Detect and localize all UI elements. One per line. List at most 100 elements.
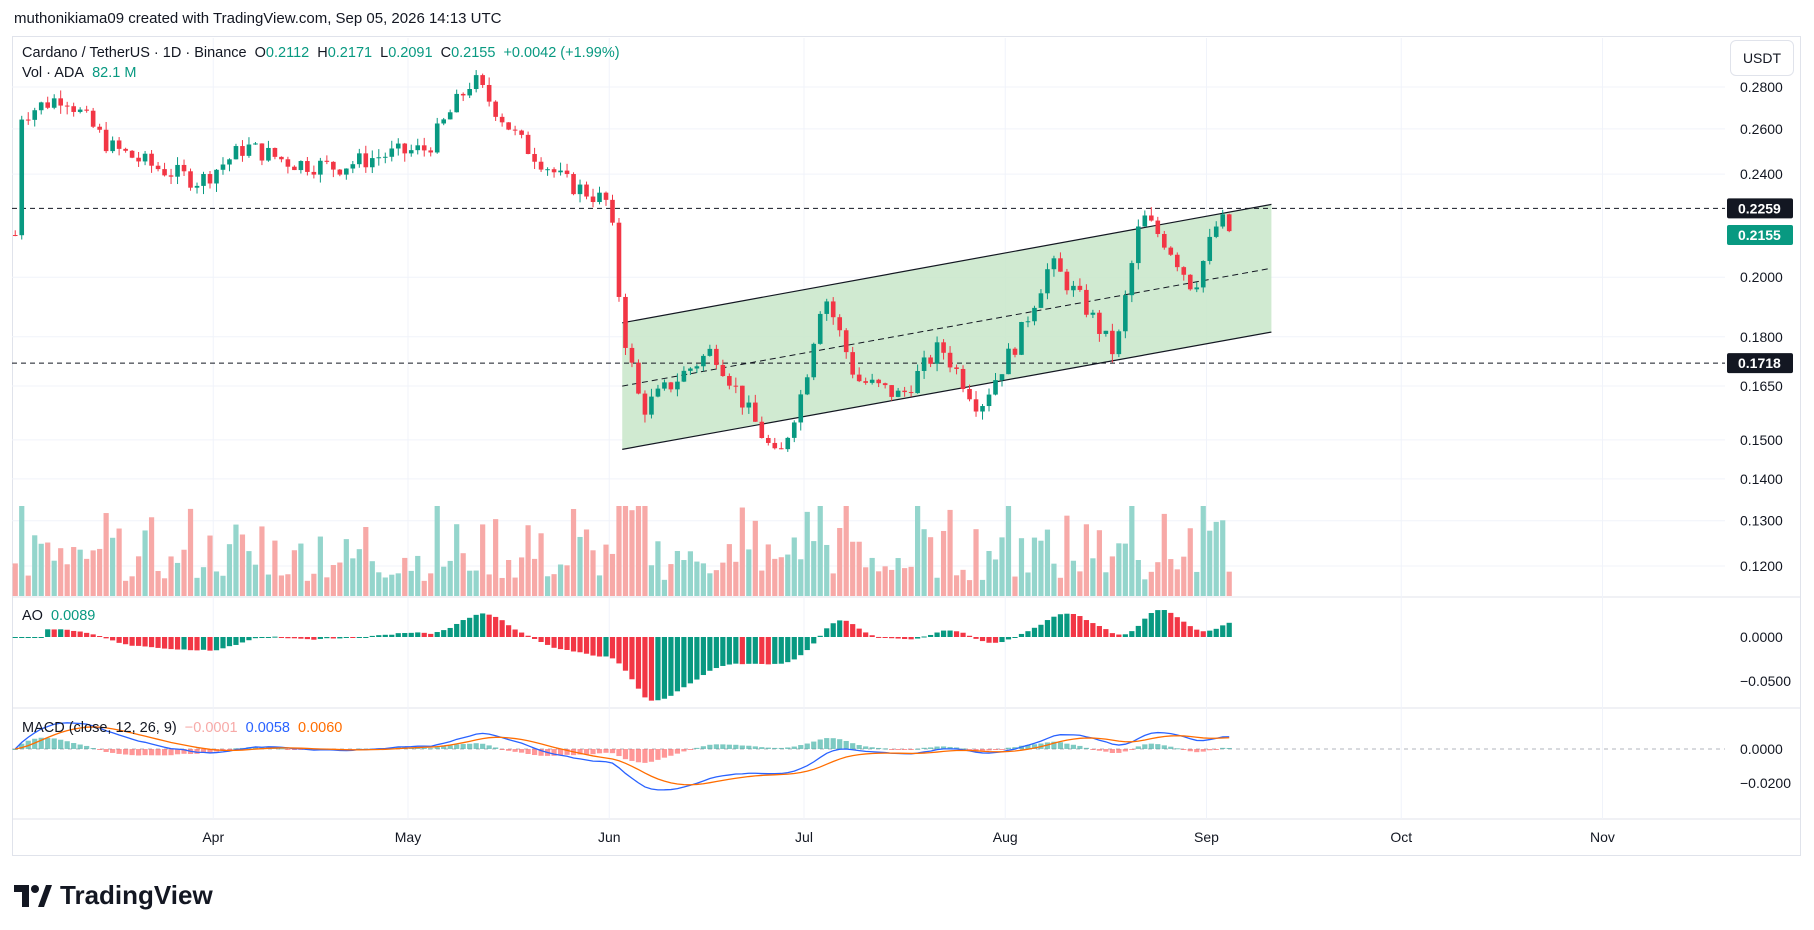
macd-hist-bar <box>116 749 122 754</box>
macd-hist-bar <box>19 743 25 749</box>
volume-bar <box>1031 537 1038 596</box>
volume-bar <box>889 569 895 596</box>
candle-body <box>12 235 18 237</box>
volume-bar <box>155 571 161 596</box>
candle-body <box>636 362 641 394</box>
candle-body <box>506 122 511 130</box>
ao-bar <box>428 633 434 637</box>
ao-bar <box>940 630 947 637</box>
candle-body <box>571 174 576 195</box>
candle-body <box>344 168 349 175</box>
candle-body <box>564 170 570 175</box>
candle-body <box>1116 331 1122 355</box>
macd-label[interactable]: MACD (close, 12, 26, 9) <box>22 720 177 736</box>
candle-body <box>1051 258 1057 270</box>
volume-bar <box>1161 513 1167 596</box>
candle-body <box>460 93 466 96</box>
volume-bar <box>746 549 752 596</box>
ao-bar <box>376 635 382 637</box>
macd-hist-bar <box>778 747 784 749</box>
volume-bar <box>927 537 934 596</box>
volume-bar <box>220 575 226 596</box>
ao-bar <box>1051 616 1057 637</box>
volume-bar <box>84 558 90 596</box>
ao-bar <box>759 637 765 664</box>
currency-badge[interactable]: USDT <box>1730 40 1794 76</box>
candle-body <box>188 171 193 188</box>
macd-hist-bar <box>921 747 927 749</box>
volume-bar <box>791 537 797 596</box>
ao-bar <box>817 635 823 637</box>
macd-hist-bar <box>1226 747 1232 749</box>
price-tag-bg <box>1727 353 1793 374</box>
main-legend: Cardano / TetherUS · 1D · Binance O0.211… <box>22 45 624 61</box>
ao-bar <box>252 637 259 639</box>
volume-bar <box>1038 540 1044 596</box>
ao-bar <box>181 637 187 650</box>
candle-body <box>382 156 388 158</box>
macd-hist-bar <box>1077 745 1083 749</box>
candle-body <box>38 102 44 111</box>
volume-bar <box>434 506 440 596</box>
candle-body <box>928 357 933 364</box>
macd-hist-bar <box>1194 749 1200 753</box>
volume-bar <box>161 578 168 596</box>
candle-body <box>960 368 966 389</box>
ao-bar <box>129 637 135 646</box>
price-tick-label: 0.1200 <box>1740 558 1783 574</box>
volume-bar <box>1064 515 1070 596</box>
ao-bar <box>272 636 278 638</box>
volume-bar <box>843 506 849 596</box>
volume-bar <box>992 559 999 596</box>
candle-body <box>428 150 434 153</box>
candle-body <box>311 171 317 175</box>
volume-bar <box>590 550 596 596</box>
ao-bar <box>148 637 155 648</box>
volume-bar <box>609 553 616 596</box>
volume-bar <box>1142 579 1148 596</box>
candle-body <box>895 390 901 397</box>
volume-bar <box>577 536 583 596</box>
symbol-title[interactable]: Cardano / TetherUS · 1D · Binance <box>22 45 247 61</box>
macd-hist-bar <box>77 744 83 749</box>
ao-bar <box>1142 618 1148 637</box>
ao-label[interactable]: AO <box>22 608 43 624</box>
ao-bar <box>1226 622 1232 637</box>
volume-bar <box>304 580 310 596</box>
candle-body <box>305 161 310 172</box>
volume-bar <box>713 570 719 596</box>
candle-body <box>791 422 797 438</box>
price-tag-label: 0.2259 <box>1738 200 1781 216</box>
candle-body <box>1207 236 1213 261</box>
macd-hist-bar <box>927 747 934 749</box>
ao-bar <box>32 637 38 638</box>
candle-body <box>1012 348 1018 355</box>
candle-body <box>1025 321 1031 323</box>
macd-hist-bar <box>661 749 668 758</box>
volume-bar <box>259 526 265 596</box>
macd-hist-bar <box>791 746 797 749</box>
ao-bar <box>1168 612 1174 637</box>
ao-bar <box>363 637 369 638</box>
volume-bar <box>986 550 992 596</box>
ao-bar <box>1103 629 1109 637</box>
volume-bar <box>622 506 629 596</box>
candle-body <box>292 166 297 171</box>
candle-body <box>434 123 440 153</box>
macd-hist-bar <box>1012 747 1018 749</box>
ao-bar <box>168 637 174 650</box>
candle-body <box>103 129 109 152</box>
volume-bar <box>681 560 687 596</box>
candle-body <box>421 145 427 151</box>
volume-bar <box>687 551 693 596</box>
ao-bar <box>966 635 973 637</box>
volume-bar <box>544 576 551 596</box>
candle-body <box>753 402 758 422</box>
volume-bar <box>1109 556 1115 596</box>
channel-lower-line <box>622 331 1272 450</box>
volume-bar <box>1090 558 1096 596</box>
macd-hist-bar <box>902 749 908 750</box>
candle-body <box>194 185 200 188</box>
candle-body <box>272 147 278 157</box>
